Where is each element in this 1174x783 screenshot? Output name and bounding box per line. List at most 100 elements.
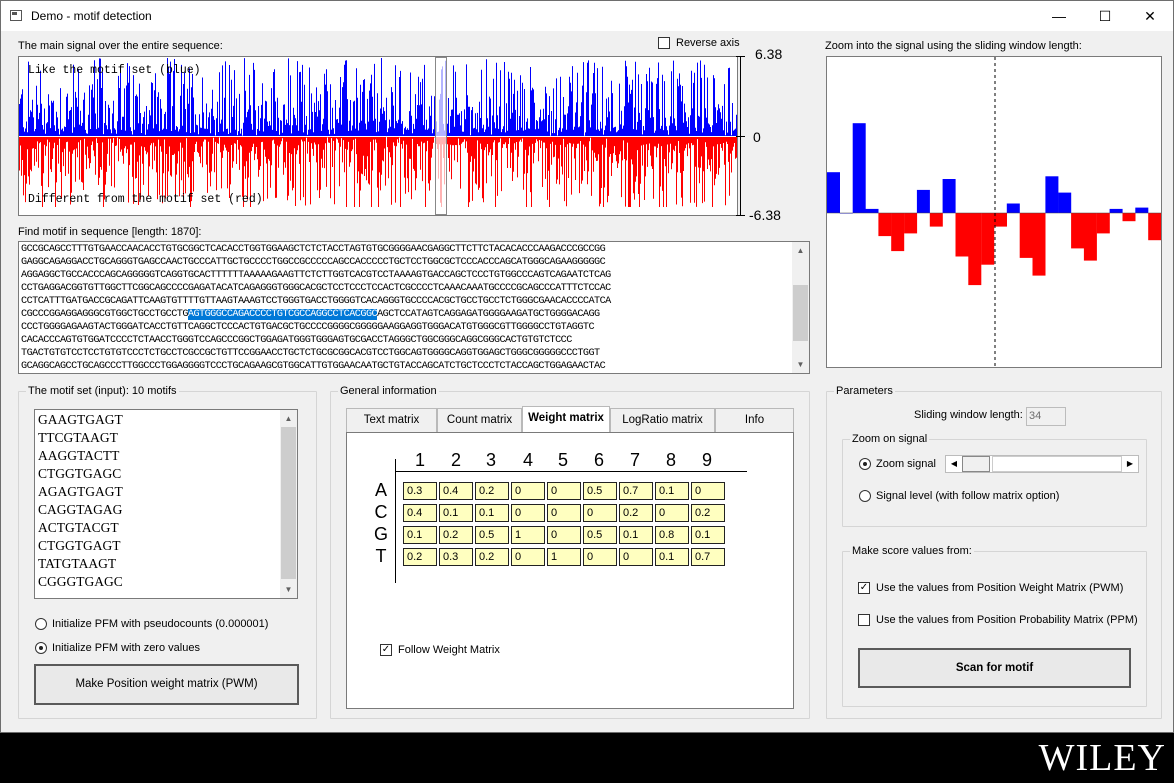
zoom-signal-bar — [1135, 207, 1149, 213]
axis-min-label: -6.38 — [749, 207, 781, 223]
zoom-on-signal-group: Zoom on signal — [842, 433, 1147, 527]
close-button[interactable]: ✕ — [1144, 8, 1156, 24]
matrix-cell[interactable]: 0.1 — [439, 504, 473, 522]
window-length-input[interactable]: 34 — [1026, 407, 1066, 426]
motif-list-item[interactable]: CTGGTGAGT — [38, 538, 121, 553]
matrix-cell[interactable]: 1 — [511, 526, 545, 544]
scroll-up-icon[interactable]: ▲ — [796, 246, 805, 255]
matrix-cell[interactable]: 0.7 — [619, 482, 653, 500]
zoom-signal-bar — [827, 172, 840, 213]
matrix-cell[interactable]: 0 — [583, 548, 617, 566]
sequence-textbox[interactable]: GCCGCAGCCTTTGTGAACCAACACCTGTGCGGCTCACACC… — [18, 241, 810, 374]
tab-count-matrix[interactable]: Count matrix — [437, 408, 522, 432]
matrix-cell[interactable]: 0.5 — [583, 526, 617, 544]
matrix-cell[interactable]: 0 — [511, 482, 545, 500]
motif-scroll-up-icon[interactable]: ▲ — [284, 414, 293, 423]
signal-level-radio[interactable] — [859, 490, 871, 502]
matrix-cell[interactable]: 0.2 — [475, 548, 509, 566]
matrix-cell[interactable]: 0.2 — [691, 504, 725, 522]
make-pwm-button[interactable]: Make Position weight matrix (PWM) — [34, 664, 299, 705]
matrix-cell[interactable]: 0 — [655, 504, 689, 522]
motif-list-item[interactable]: CTGGTGAGC — [38, 466, 122, 481]
zoom-signal-bar — [852, 123, 866, 213]
init-pseudocounts-radio[interactable] — [35, 618, 47, 630]
motif-list-item[interactable]: ACTGTACGT — [38, 520, 119, 535]
use-pwm-checkbox[interactable]: ✓ — [858, 582, 870, 594]
slider-track[interactable] — [992, 456, 1122, 472]
matrix-cell[interactable]: 0.2 — [475, 482, 509, 500]
minimize-button[interactable]: — — [1052, 8, 1066, 24]
matrix-cell[interactable]: 0.1 — [655, 548, 689, 566]
motif-scroll-down-icon[interactable]: ▼ — [284, 585, 293, 594]
motif-list-item[interactable]: TATGTAAGT — [38, 556, 117, 571]
reverse-axis-checkbox[interactable] — [658, 37, 670, 49]
motif-list-item[interactable]: GAAGTGAGT — [38, 412, 123, 427]
zoom-signal-bar — [981, 213, 995, 265]
app-window: Demo - motif detection — ☐ ✕ The main si… — [0, 0, 1174, 733]
matrix-cell[interactable]: 0.3 — [403, 482, 437, 500]
motif-list-item[interactable]: TTCGTAAGT — [38, 430, 118, 445]
motif-list-item[interactable]: AGAGTGAGT — [38, 484, 123, 499]
motif-list-scrollbar[interactable]: ▲ ▼ — [280, 410, 297, 598]
matrix-cell[interactable]: 0.1 — [475, 504, 509, 522]
sequence-line: CACACCCAGTGTGGATCCCCTCTAACCTGGGTCCAGCCCG… — [21, 335, 572, 346]
matrix-cell[interactable]: 0 — [547, 504, 581, 522]
matrix-cell[interactable]: 0 — [547, 482, 581, 500]
motif-list-item[interactable]: CAGGTAGAG — [38, 502, 123, 517]
slider-thumb[interactable] — [962, 456, 990, 472]
slider-left-icon[interactable]: ◀ — [950, 459, 958, 468]
matrix-cell[interactable]: 0 — [691, 482, 725, 500]
zoom-slider[interactable]: ◀ ▶ — [945, 455, 1139, 473]
tab-info[interactable]: Info — [715, 408, 794, 432]
matrix-cell[interactable]: 0.4 — [403, 504, 437, 522]
motif-list-item[interactable]: AAGGTACTT — [38, 448, 120, 463]
zoom-signal-radio[interactable] — [859, 458, 871, 470]
matrix-cell[interactable]: 0 — [511, 548, 545, 566]
zoom-signal-bar — [1083, 213, 1097, 261]
matrix-cell[interactable]: 0.5 — [475, 526, 509, 544]
tab-weight-matrix[interactable]: Weight matrix — [522, 406, 610, 433]
matrix-cell[interactable]: 0.2 — [403, 548, 437, 566]
matrix-cell[interactable]: 0 — [583, 504, 617, 522]
follow-weight-checkbox[interactable]: ✓ — [380, 644, 392, 656]
tab-logratio-matrix[interactable]: LogRatio matrix — [610, 408, 715, 432]
signal-level-label: Signal level (with follow matrix option) — [876, 490, 1060, 502]
matrix-cell[interactable]: 0.5 — [583, 482, 617, 500]
init-zero-label: Initialize PFM with zero values — [52, 642, 200, 654]
sequence-line: TGACTGTGTCCTCCTGTGTCCCTCTGCCTCGCCGCTGTTC… — [21, 348, 600, 359]
matrix-cell[interactable]: 0 — [511, 504, 545, 522]
matrix-cell[interactable]: 0.1 — [619, 526, 653, 544]
init-zero-radio[interactable] — [35, 642, 47, 654]
sequence-label: Find motif in sequence [length: 1870]: — [18, 226, 202, 238]
motif-list[interactable]: GAAGTGAGT TTCGTAAGT AAGGTACTT CTGGTGAGC AGAG… — [34, 409, 298, 599]
motif-list-item[interactable]: CGGGTGAGC — [38, 574, 123, 589]
matrix-row-line — [395, 459, 396, 583]
scroll-down-icon[interactable]: ▼ — [796, 360, 805, 369]
tab-text-matrix[interactable]: Text matrix — [346, 408, 437, 432]
slider-right-icon[interactable]: ▶ — [1126, 459, 1134, 468]
main-signal-plot[interactable]: Like the motif set (blue) Different from… — [18, 56, 738, 216]
matrix-cell[interactable]: 0.4 — [439, 482, 473, 500]
matrix-cell[interactable]: 0.1 — [403, 526, 437, 544]
maximize-button[interactable]: ☐ — [1098, 8, 1112, 24]
use-ppm-checkbox[interactable] — [858, 614, 870, 626]
matrix-cell[interactable]: 0.1 — [655, 482, 689, 500]
matrix-cell[interactable]: 1 — [547, 548, 581, 566]
signal-window-marker[interactable] — [435, 57, 447, 215]
sequence-text: GCCGCAGCCTTTGTGAACCAACACCTGTGCGGCTCACACC… — [21, 243, 791, 373]
found-motif-highlight: AGTGGGCCAGACCCCTGTCGCCAGGCCTCACGGC — [187, 309, 378, 320]
matrix-cell[interactable]: 0 — [547, 526, 581, 544]
scan-for-motif-button[interactable]: Scan for motif — [858, 648, 1131, 688]
sequence-scrollbar[interactable]: ▲ ▼ — [792, 242, 809, 373]
matrix-cell[interactable]: 0.1 — [691, 526, 725, 544]
matrix-cell[interactable]: 0.8 — [655, 526, 689, 544]
motif-scroll-thumb[interactable] — [281, 427, 296, 579]
matrix-cell[interactable]: 0.3 — [439, 548, 473, 566]
matrix-column-header: 6 — [593, 450, 604, 470]
scroll-thumb[interactable] — [793, 285, 808, 341]
zoom-signal-bar — [891, 213, 905, 252]
matrix-cell[interactable]: 0.2 — [619, 504, 653, 522]
matrix-cell[interactable]: 0.2 — [439, 526, 473, 544]
matrix-cell[interactable]: 0 — [619, 548, 653, 566]
matrix-cell[interactable]: 0.7 — [691, 548, 725, 566]
